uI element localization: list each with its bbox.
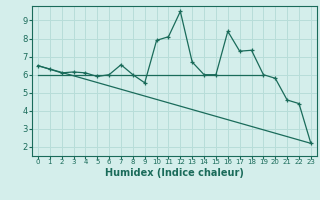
X-axis label: Humidex (Indice chaleur): Humidex (Indice chaleur) [105,168,244,178]
